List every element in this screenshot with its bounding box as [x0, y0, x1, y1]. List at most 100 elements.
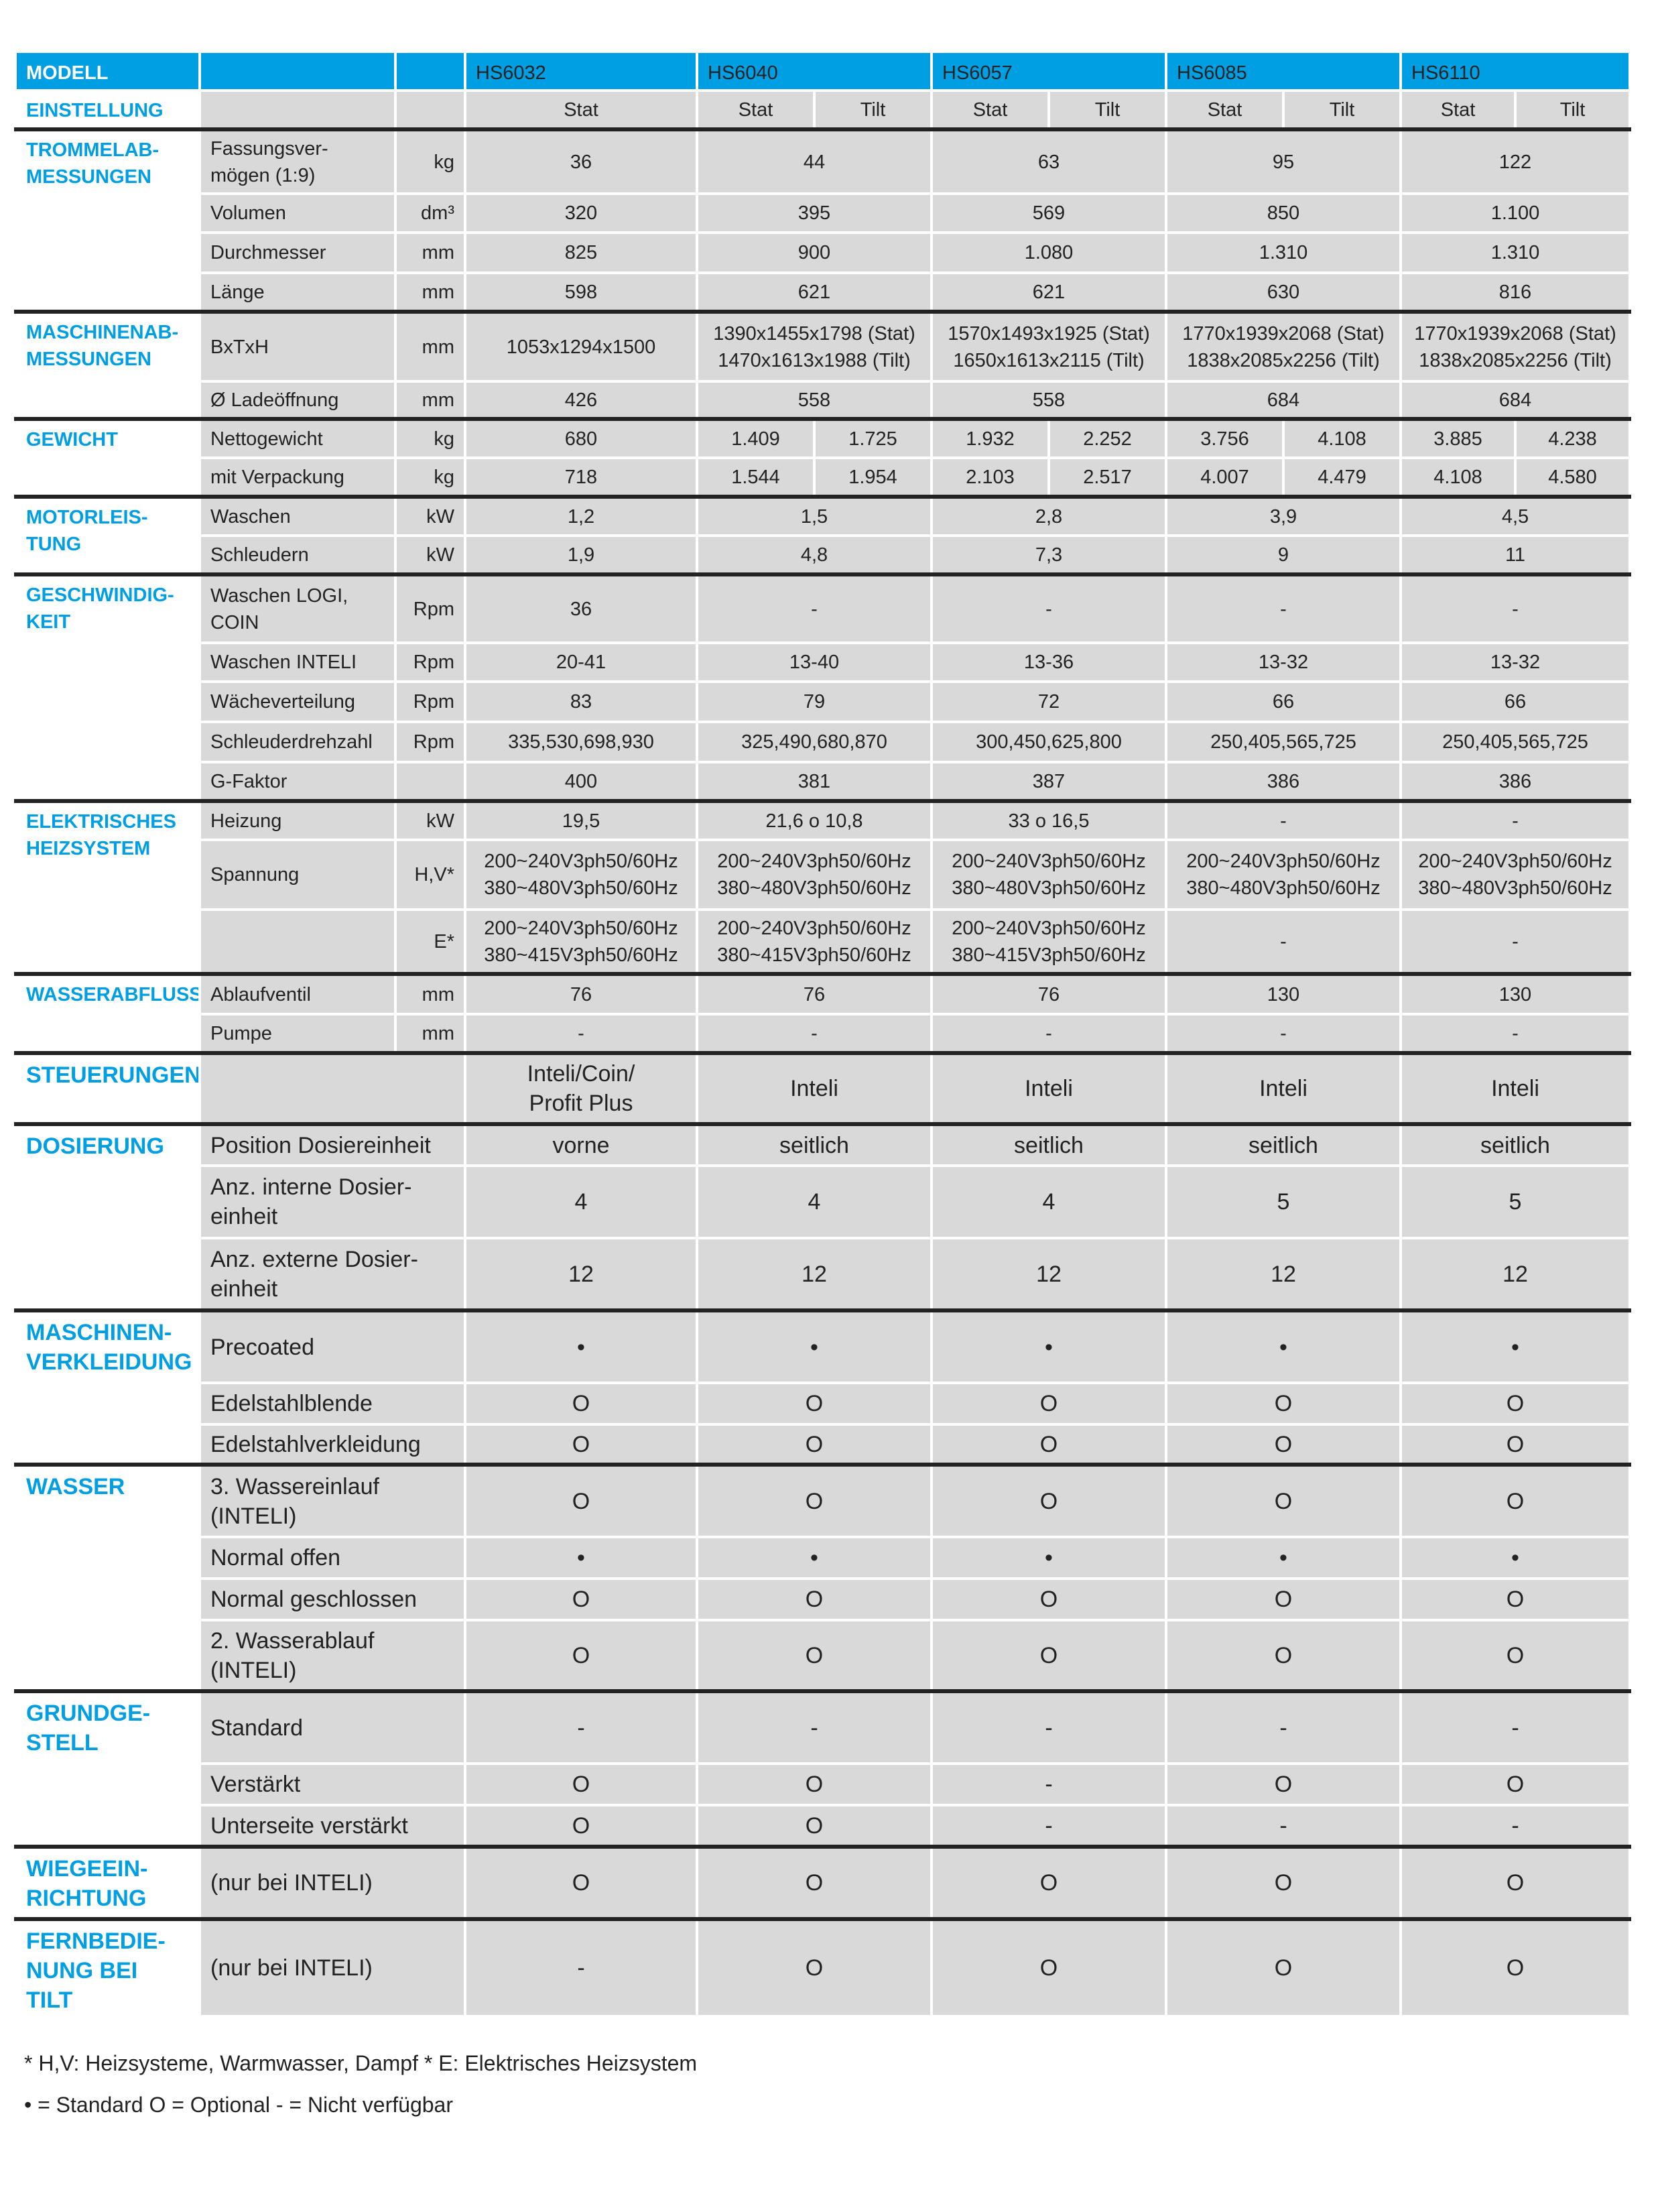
value-cell: 36 [464, 572, 698, 644]
table-row: ELEKTRISCHES HEIZSYSTEM Heizung kW 19,5 21,6… [14, 799, 1631, 975]
value-cell-stat: 2.103 [930, 456, 1050, 498]
value-cell: O [696, 1845, 933, 1920]
value-cell: 2,8 [930, 495, 1167, 537]
section-label: WASSERABFLUSS [14, 972, 201, 1054]
value-cell: 680 [464, 417, 698, 459]
blank-cell [198, 89, 397, 131]
table-row: STEUERUNGEN Inteli/Coin/ Profit Plus Intel… [14, 1051, 1631, 1125]
section-label: EINSTELLUNG [14, 89, 201, 131]
value-cell: 12 [1165, 1237, 1402, 1312]
param-label: Standard [198, 1689, 466, 1765]
value-cell: 11 [1399, 534, 1631, 576]
section-label: MASCHINEN- VERKLEIDUNG [14, 1308, 201, 1466]
value-cell: O [696, 1762, 933, 1806]
value-cell: 13-40 [696, 641, 933, 683]
table-row: E* 200~240V3ph50/60Hz 380~415V3ph50/60Hz 2… [15, 908, 1631, 975]
setting-row: EINSTELLUNG Stat Stat Tilt Stat Tilt Stat Tilt S… [14, 89, 1631, 131]
value-cell-tilt: 2.252 [1047, 417, 1167, 459]
param-label: Fassungsver- mögen (1:9) [198, 127, 397, 195]
header-row: MODELL HS6032 HS6040 HS6057 HS6085 HS6110 [14, 50, 1631, 92]
table-row: Ø Ladeöffnung mm 426 558 558 684 684 [15, 380, 1631, 420]
unit-label: kW [394, 495, 466, 537]
value-cell: 13-32 [1165, 641, 1402, 683]
value-cell: - [464, 1689, 698, 1765]
model-hs6085: HS6085 [1165, 50, 1402, 92]
value-cell: O [1399, 1577, 1631, 1621]
value-cell: - [696, 572, 933, 644]
value-cell: 9 [1165, 534, 1402, 576]
value-cell: 900 [696, 231, 933, 274]
value-cell: - [930, 1762, 1167, 1806]
value-cell: O [930, 1845, 1167, 1920]
unit-label: mm [394, 310, 466, 383]
unit-label: kg [394, 417, 466, 459]
param-label: Volumen [198, 192, 397, 234]
value-cell: seitlich [696, 1122, 933, 1167]
value-cell: 5 [1165, 1164, 1402, 1239]
value-cell: O [1165, 1917, 1402, 2018]
value-cell: O [464, 1381, 698, 1426]
value-cell: Inteli [696, 1051, 933, 1125]
value-cell: 1.310 [1399, 231, 1631, 274]
value-cell: 320 [464, 192, 698, 234]
value-cell: O [1399, 1845, 1631, 1920]
value-cell: 44 [696, 127, 933, 195]
param-label: Edelstahlverkleidung [198, 1423, 466, 1466]
value-cell-tilt: Tilt [1282, 89, 1402, 131]
table-row: Anz. externe Dosier- einheit 12 12 12 12 12 [15, 1237, 1631, 1312]
value-cell: 598 [464, 271, 698, 313]
value-cell: 1,9 [464, 534, 698, 576]
value-cell: O [930, 1423, 1167, 1466]
table-row: Verstärkt O O - O O [15, 1762, 1631, 1806]
value-cell: 1,2 [464, 495, 698, 537]
param-label: Wächeverteilung [198, 680, 397, 723]
unit-label: kW [394, 799, 466, 841]
param-label: Normal offen [198, 1536, 466, 1580]
value-cell: 300,450,625,800 [930, 721, 1167, 763]
section-label: STEUERUNGEN [14, 1051, 201, 1125]
section-label: GEWICHT [14, 417, 201, 498]
blank-cell [394, 89, 466, 131]
value-cell-tilt: 1.954 [813, 456, 933, 498]
unit-label: kg [394, 456, 466, 498]
unit-label: dm³ [394, 192, 466, 234]
value-cell: O [930, 1463, 1167, 1538]
value-cell: - [930, 1689, 1167, 1765]
value-cell: - [1165, 799, 1402, 841]
value-cell-stat: Stat [696, 89, 816, 131]
section-label: WASSER [14, 1463, 201, 1693]
value-cell: 850 [1165, 192, 1402, 234]
value-cell: 250,405,565,725 [1165, 721, 1402, 763]
value-cell: - [1399, 1804, 1631, 1848]
value-cell: Inteli [1165, 1051, 1402, 1125]
value-cell: 13-32 [1399, 641, 1631, 683]
value-cell: • [1399, 1308, 1631, 1384]
value-cell: O [1399, 1619, 1631, 1693]
value-cell: • [464, 1536, 698, 1580]
value-cell: • [1165, 1536, 1402, 1580]
value-cell: 20-41 [464, 641, 698, 683]
section-label: TROMMELAB- MESSUNGEN [14, 127, 201, 313]
table-row: MOTORLEIS- TUNG Waschen kW 1,2 1,5 2,8 3,9 4,5 [14, 495, 1631, 576]
value-cell-stat: 4.007 [1165, 456, 1285, 498]
param-label: Anz. externe Dosier- einheit [198, 1237, 466, 1312]
value-cell: 83 [464, 680, 698, 723]
value-cell: 1.080 [930, 231, 1167, 274]
value-cell: 426 [464, 380, 698, 420]
param-label: Edelstahlblende [198, 1381, 466, 1426]
value-cell: 95 [1165, 127, 1402, 195]
value-cell: - [930, 1013, 1167, 1054]
value-cell: • [464, 1308, 698, 1384]
value-cell: O [464, 1577, 698, 1621]
value-cell: seitlich [1165, 1122, 1402, 1167]
param-label: (nur bei INTELI) [198, 1845, 466, 1920]
value-cell-tilt: 4.580 [1514, 456, 1631, 498]
value-cell-stat: 1.932 [930, 417, 1050, 459]
value-cell: 335,530,698,930 [464, 721, 698, 763]
table-row: Länge mm 598 621 621 630 816 [15, 271, 1631, 313]
value-cell: - [1165, 908, 1402, 975]
section-label: FERNBEDIE- NUNG BEI TILT [14, 1917, 201, 2018]
section-label: DOSIERUNG [14, 1122, 201, 1312]
value-cell-stat: Stat [1399, 89, 1517, 131]
section-label: GESCHWINDIG- KEIT [14, 572, 201, 802]
